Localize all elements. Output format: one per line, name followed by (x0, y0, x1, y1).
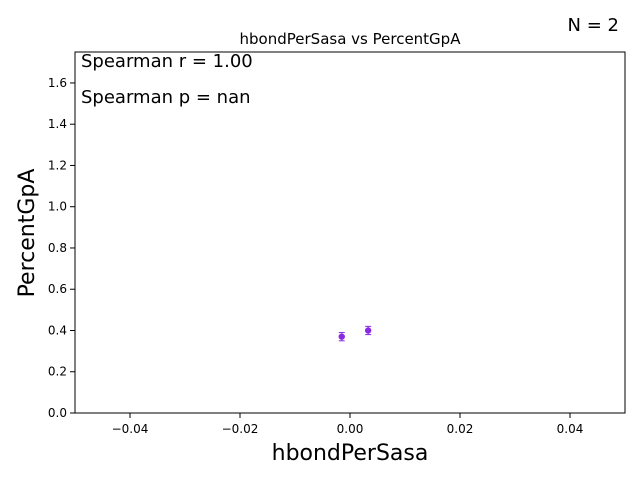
y-tick-label: 0.0 (48, 406, 67, 420)
y-tick-label: 1.4 (48, 117, 67, 131)
chart-title: hbondPerSasa vs PercentGpA (240, 30, 462, 48)
n-count-label: N = 2 (568, 15, 619, 36)
y-axis-label: PercentGpA (15, 169, 40, 298)
y-tick-label: 0.2 (48, 365, 67, 379)
data-point (338, 333, 345, 340)
spearman-p-annotation: Spearman p = nan (81, 87, 251, 108)
y-tick-label: 0.6 (48, 282, 67, 296)
y-tick-label: 1.6 (48, 76, 67, 90)
y-axis: 0.0 0.2 0.4 0.6 0.8 1.0 1.2 1.4 1.6 (48, 76, 75, 420)
y-tick-label: 0.4 (48, 323, 67, 337)
x-axis: −0.04 −0.02 0.00 0.02 0.04 (112, 413, 584, 436)
x-tick-label: −0.04 (112, 422, 149, 436)
y-tick-label: 1.2 (48, 158, 67, 172)
x-tick-label: 0.00 (337, 422, 364, 436)
x-axis-label: hbondPerSasa (272, 441, 429, 466)
x-tick-label: 0.02 (447, 422, 474, 436)
spearman-r-annotation: Spearman r = 1.00 (81, 51, 253, 72)
data-points (338, 325, 372, 342)
y-tick-label: 1.0 (48, 200, 67, 214)
data-point (364, 327, 372, 334)
x-tick-label: 0.04 (557, 422, 584, 436)
x-tick-label: −0.02 (222, 422, 259, 436)
y-tick-label: 0.8 (48, 241, 67, 255)
plot-area: −0.04 −0.02 0.00 0.02 0.04 0.0 0.2 0.4 0.6 0.8 1.… (48, 51, 626, 436)
